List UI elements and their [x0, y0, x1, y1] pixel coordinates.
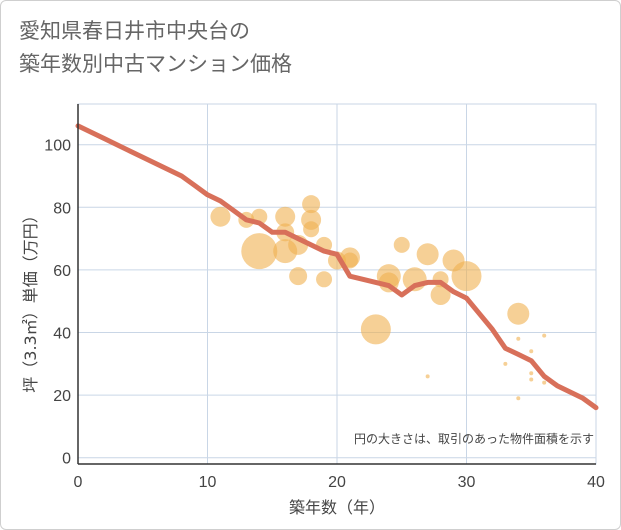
x-tick-label: 10: [199, 474, 217, 491]
y-tick-label: 60: [53, 263, 71, 280]
y-tick-label: 0: [62, 451, 71, 468]
data-bubble: [289, 267, 308, 286]
x-axis-label: 築年数（年）: [289, 498, 385, 517]
data-bubble: [393, 236, 410, 253]
y-tick-label: 40: [53, 326, 71, 343]
data-bubble: [516, 336, 521, 341]
data-bubble: [360, 314, 391, 345]
data-bubble: [302, 195, 321, 214]
data-bubble: [529, 377, 534, 382]
trend-line: [75, 123, 599, 411]
data-bubble: [316, 271, 333, 288]
x-tick-label: 30: [458, 474, 476, 491]
grid: [78, 104, 596, 464]
x-tick-label: 0: [74, 474, 83, 491]
data-bubble: [416, 243, 439, 266]
chart-title: 愛知県春日井市中央台の 築年数別中古マンション価格: [19, 15, 292, 81]
y-tick-label: 20: [53, 388, 71, 405]
axes: 0 10 20 30 40 0 20 40 60 80 100: [44, 104, 605, 491]
trend-line-series: [75, 123, 599, 411]
data-bubble: [241, 233, 278, 270]
chart-title-line-1: 愛知県春日井市中央台の: [19, 19, 250, 43]
y-tick-label: 80: [53, 200, 71, 217]
x-tick-label: 40: [587, 474, 605, 491]
data-bubble: [516, 396, 521, 401]
data-bubble: [529, 349, 534, 354]
data-bubble: [210, 206, 231, 227]
data-bubble: [430, 284, 451, 305]
chart-title-line-2: 築年数別中古マンション価格: [19, 52, 292, 76]
data-bubble: [451, 261, 482, 292]
data-bubble: [542, 333, 547, 338]
data-bubble: [542, 380, 547, 385]
data-bubble: [507, 302, 530, 325]
y-tick-label: 100: [44, 138, 71, 155]
x-tick-label: 20: [328, 474, 346, 491]
data-bubble: [341, 252, 358, 269]
y-axis-label: 坪（3.3㎡）単価（万円）: [21, 207, 40, 392]
data-bubble: [275, 206, 296, 227]
data-bubble: [529, 371, 534, 376]
data-bubble: [425, 374, 430, 379]
bubble-size-note: 円の大きさは、取引のあった物件面積を示す: [354, 431, 594, 446]
data-bubble: [303, 221, 320, 238]
data-bubble: [503, 361, 508, 366]
